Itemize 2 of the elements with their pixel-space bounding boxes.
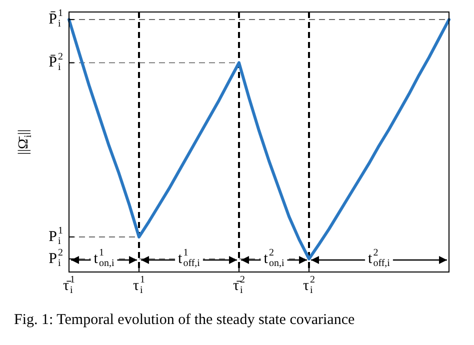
caption: Fig. 1: Temporal evolution of the steady state covariance (14, 312, 355, 328)
y-axis-title: ||Ω̄i|| (16, 129, 34, 155)
